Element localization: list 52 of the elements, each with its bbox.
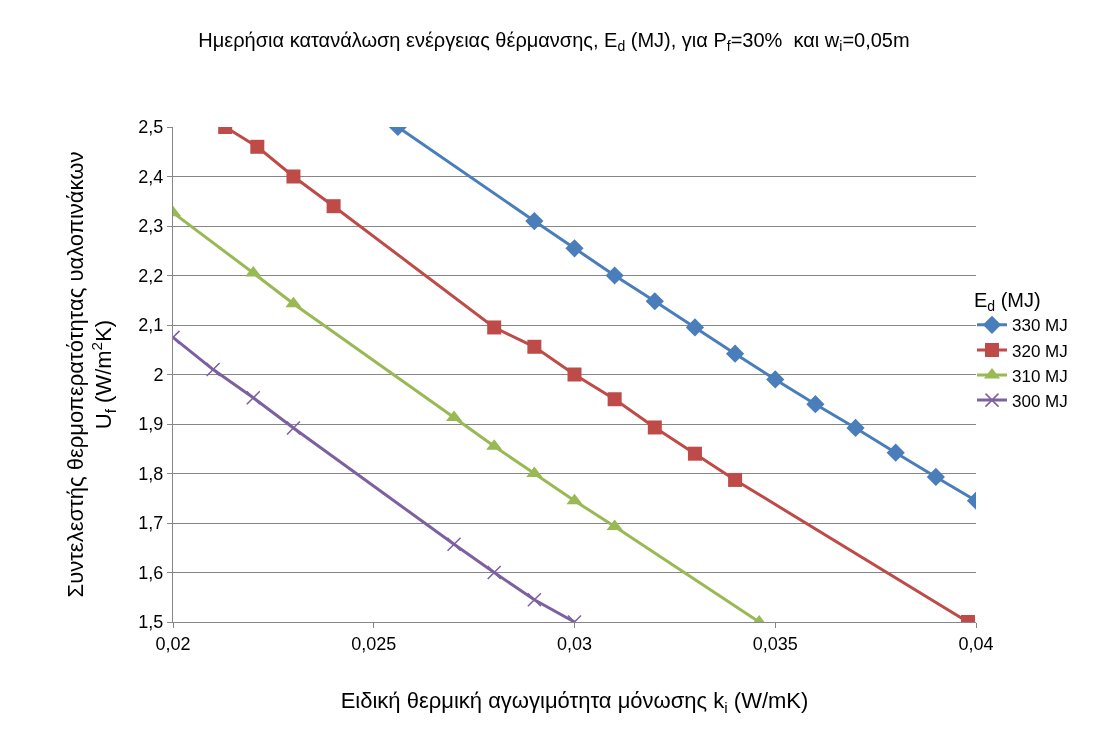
point xyxy=(685,318,705,337)
point xyxy=(250,139,265,154)
legend-label: 330 MJ xyxy=(1011,316,1068,336)
x-tick-label: 0,025 xyxy=(351,633,397,654)
x-tick-label: 0,02 xyxy=(155,633,191,654)
point xyxy=(766,370,785,389)
point xyxy=(525,211,544,231)
point xyxy=(286,169,301,184)
x-tick-label: 0,03 xyxy=(556,633,593,654)
legend-label: 320 MJ xyxy=(1011,341,1068,361)
point xyxy=(286,420,301,436)
point xyxy=(605,266,624,285)
chart-title: Ημερήσια κατανάλωση ενέργειας θέρμανσης, E$_{d}$ (MJ), για P$_{f}$=30% και w$_{i}$=0,05m xyxy=(198,28,910,55)
point xyxy=(645,292,664,311)
point xyxy=(285,296,302,308)
point xyxy=(647,420,662,435)
point xyxy=(886,443,905,462)
point xyxy=(486,565,502,580)
point xyxy=(326,199,341,214)
y-tick-label: 2,5 xyxy=(138,117,164,138)
point xyxy=(565,239,584,258)
point xyxy=(726,344,745,363)
legend-label: 310 MJ xyxy=(1011,366,1068,386)
point xyxy=(806,395,825,414)
x-axis-title: Ειδική θερμική αγωγιμότητα μόνωσης k$_{i}$ (W/mK) xyxy=(340,688,809,717)
y-tick-label: 2,3 xyxy=(138,216,164,237)
point xyxy=(567,367,582,382)
point xyxy=(446,537,462,552)
point xyxy=(527,592,542,607)
y-tick-label: 1,6 xyxy=(138,562,164,583)
point xyxy=(246,390,261,406)
point xyxy=(205,362,221,377)
point xyxy=(846,418,865,438)
point xyxy=(607,392,622,407)
point xyxy=(687,446,702,461)
point xyxy=(728,472,743,487)
y-tick-label: 1,5 xyxy=(138,612,164,633)
x-tick-label: 0,04 xyxy=(958,633,994,654)
y-tick-label: 2,4 xyxy=(138,166,164,187)
x-tick-label: 0,035 xyxy=(752,633,798,654)
y-tick-label: 1,7 xyxy=(138,513,164,534)
y-tick-label: 2,1 xyxy=(138,315,164,336)
y-tick-label: 1,8 xyxy=(138,463,164,484)
y-tick-label: 2 xyxy=(153,364,164,385)
legend-title: E$_{d}$ (MJ) xyxy=(973,289,1041,315)
point xyxy=(487,320,502,335)
point xyxy=(926,467,945,487)
y-tick-label: 2,2 xyxy=(138,265,164,286)
y-tick-label: 1,9 xyxy=(138,414,164,435)
point xyxy=(527,339,542,354)
legend-label: 300 MJ xyxy=(1011,391,1068,411)
point xyxy=(566,493,583,505)
